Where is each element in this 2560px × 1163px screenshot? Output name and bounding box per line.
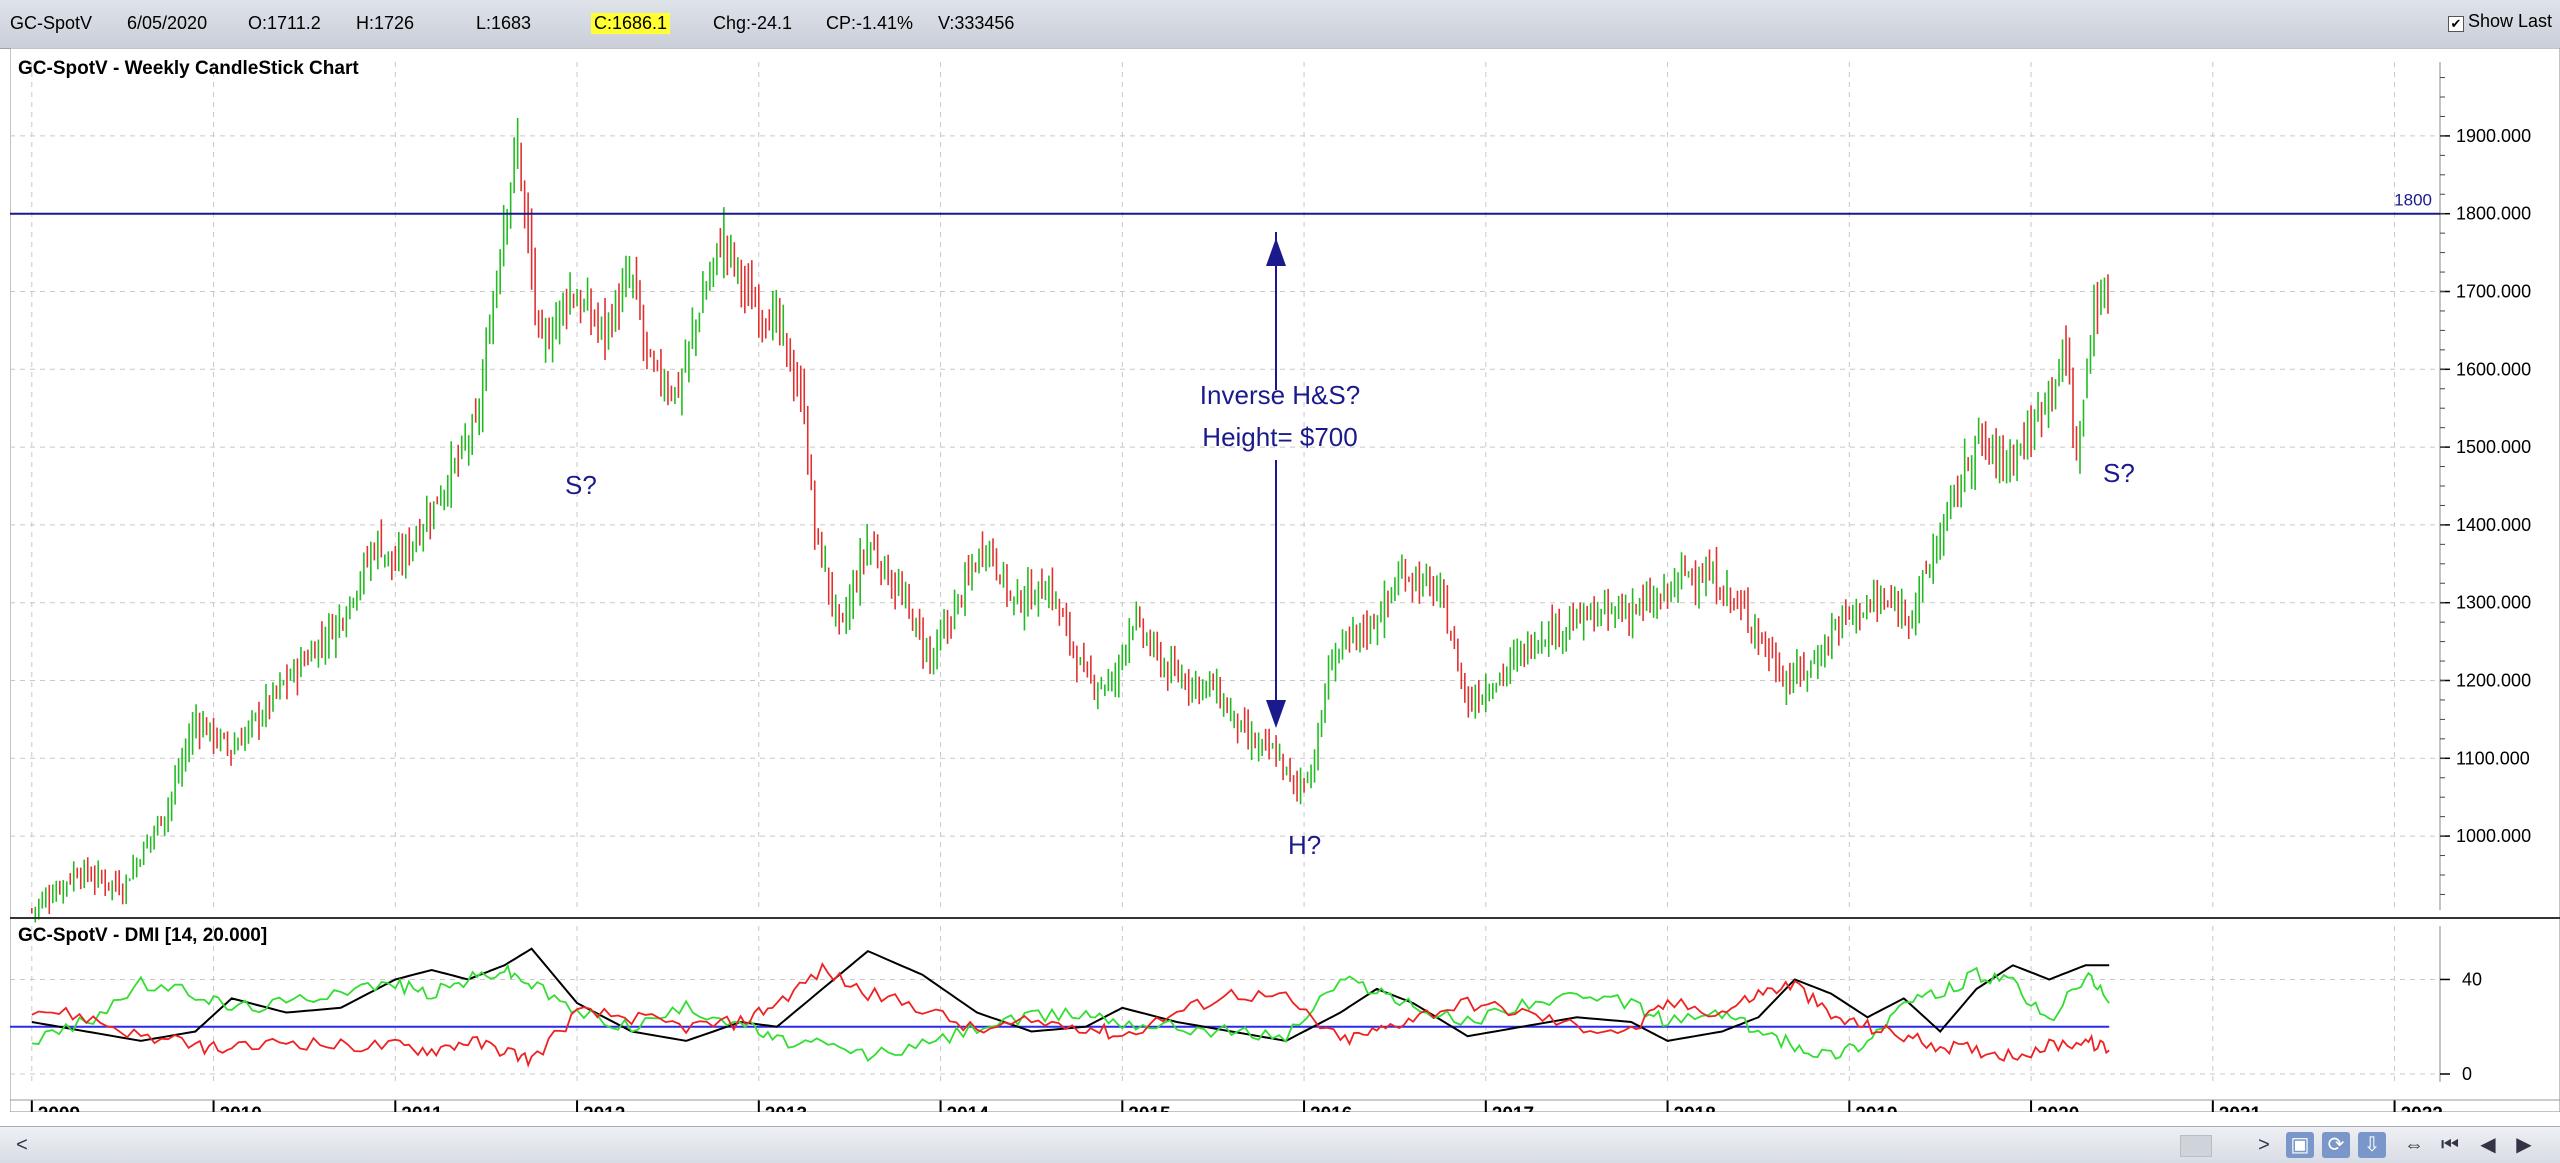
dmi-lines bbox=[31, 947, 2110, 1068]
x-tick-label: 2015 bbox=[1128, 1104, 1171, 1112]
y-tick-label: 1200.000 bbox=[2456, 670, 2531, 690]
pattern-height-annotation: Height= $700 bbox=[1202, 422, 1357, 452]
price-grid bbox=[10, 62, 2440, 910]
dmi-panel-title: GC-SpotV - DMI [14, 20.000] bbox=[18, 925, 267, 946]
close-value: C:1686.1 bbox=[591, 13, 671, 34]
zoom-toggle-icon[interactable]: ⇔ bbox=[2404, 1134, 2424, 1156]
price-candles bbox=[31, 117, 2109, 923]
x-tick-label: 2019 bbox=[1855, 1104, 1897, 1112]
y-tick-label: 1100.000 bbox=[2456, 748, 2530, 768]
date-label: 6/05/2020 bbox=[127, 13, 208, 33]
y-tick-label: 1900.000 bbox=[2456, 126, 2531, 146]
chart-frame: 1000.000 1100.000 1200.000 1300.000 1400.000… bbox=[10, 48, 2560, 1112]
dmi-axis: 40 0 bbox=[2439, 926, 2482, 1084]
show-last-toggle[interactable]: ✔ Show Last bbox=[2447, 11, 2552, 32]
y-tick-label: 1600.000 bbox=[2456, 359, 2531, 379]
y-tick-label: 1500.000 bbox=[2456, 437, 2531, 457]
dmi-y-tick-label: 40 bbox=[2462, 969, 2482, 989]
right-shoulder-annotation: S? bbox=[2103, 458, 2135, 488]
price-panel-title: GC-SpotV - Weekly CandleStick Chart bbox=[18, 58, 359, 79]
export-icon[interactable]: ⇩ bbox=[2358, 1132, 2386, 1158]
show-last-checkbox[interactable]: ✔ bbox=[2447, 16, 2464, 32]
dmi-series-line bbox=[31, 947, 2110, 1042]
x-tick-label: 2009 bbox=[38, 1104, 80, 1112]
x-tick-label: 2012 bbox=[583, 1104, 625, 1112]
previous-bar-button[interactable]: ◀ bbox=[2480, 1134, 2496, 1156]
y-tick-label: 1300.000 bbox=[2456, 593, 2531, 613]
dmi-panel[interactable]: 40 0 GC-SpotV - DMI [14, 20.000] bbox=[10, 925, 2482, 1084]
y-tick-label: 1700.000 bbox=[2456, 282, 2531, 302]
show-last-label: Show Last bbox=[2467, 11, 2552, 31]
price-panel[interactable]: 1000.000 1100.000 1200.000 1300.000 1400.000… bbox=[10, 58, 2531, 923]
dmi-y-tick-label: 0 bbox=[2462, 1064, 2472, 1084]
price-axis: 1000.000 1100.000 1200.000 1300.000 1400.000… bbox=[2439, 62, 2531, 910]
x-tick-label: 2014 bbox=[947, 1104, 990, 1112]
save-chart-icon[interactable]: ▣ bbox=[2286, 1132, 2314, 1158]
x-tick-label: 2016 bbox=[1310, 1104, 1352, 1112]
date-axis: 2009 2010 2011 2012 2013 2014 2015 2016 2017 2018… bbox=[10, 1099, 2560, 1112]
x-tick-label: 2017 bbox=[1492, 1104, 1534, 1112]
y-tick-label: 1400.000 bbox=[2456, 515, 2531, 535]
quote-info-bar: GC-SpotV 6/05/2020 O:1711.2 H:1726 L:168… bbox=[0, 0, 2560, 49]
resistance-line-label: 1800 bbox=[2394, 191, 2432, 210]
pattern-height-arrow bbox=[1266, 232, 1286, 728]
head-annotation: H? bbox=[1288, 830, 1321, 860]
pattern-title-annotation: Inverse H&S? bbox=[1200, 380, 1360, 410]
x-tick-label: 2011 bbox=[401, 1104, 443, 1112]
y-tick-label: 1000.000 bbox=[2456, 826, 2531, 846]
first-bar-button[interactable]: ⏮ bbox=[2441, 1134, 2459, 1156]
x-tick-label: 2020 bbox=[2037, 1104, 2079, 1112]
x-tick-label: 2022 bbox=[2401, 1104, 2443, 1112]
x-tick-label: 2013 bbox=[765, 1104, 807, 1112]
change-pct-value: CP:-1.41% bbox=[826, 13, 914, 33]
symbol-label: GC-SpotV bbox=[10, 13, 93, 33]
change-value: Chg:-24.1 bbox=[713, 13, 793, 33]
open-value: O:1711.2 bbox=[248, 13, 321, 33]
scroll-left-button[interactable]: < bbox=[16, 1134, 28, 1156]
high-value: H:1726 bbox=[356, 13, 415, 33]
x-tick-label: 2021 bbox=[2219, 1104, 2262, 1112]
refresh-icon[interactable]: ⟳ bbox=[2322, 1132, 2350, 1158]
x-tick-label: 2010 bbox=[220, 1104, 262, 1112]
scrollbar-thumb[interactable] bbox=[2180, 1135, 2212, 1157]
x-tick-label: 2018 bbox=[1674, 1104, 1716, 1112]
scroll-right-button[interactable]: > bbox=[2258, 1134, 2270, 1156]
chart-navigation-bar: < > ▣ ⟳ ⇩ ⇔ ⏮ ◀ ▶ bbox=[0, 1126, 2560, 1163]
y-tick-label: 1800.000 bbox=[2456, 204, 2531, 224]
low-value: L:1683 bbox=[476, 13, 532, 33]
dmi-series-line bbox=[31, 963, 2110, 1062]
next-bar-button[interactable]: ▶ bbox=[2516, 1134, 2532, 1156]
volume-value: V:333456 bbox=[938, 13, 1015, 33]
left-shoulder-annotation: S? bbox=[565, 470, 597, 500]
dmi-series-line bbox=[31, 961, 2110, 1068]
